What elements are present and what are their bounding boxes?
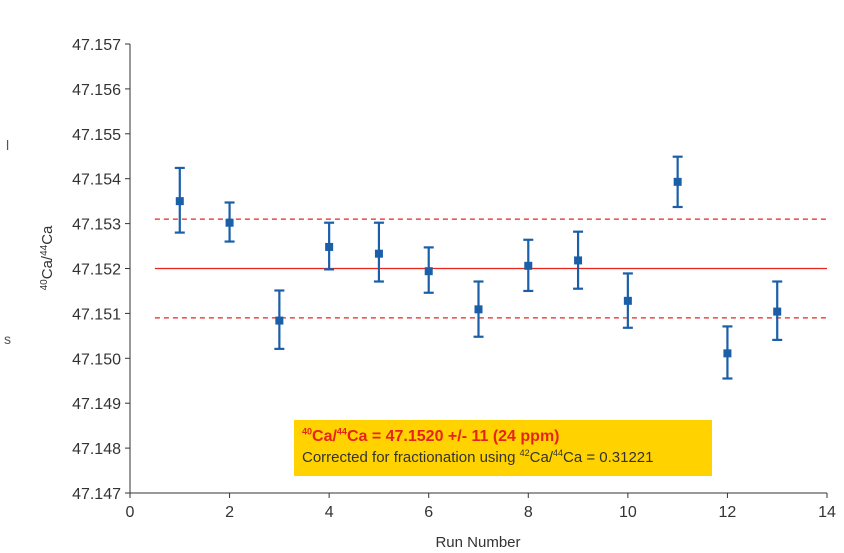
annotation-note-pre: Corrected for fractionation using	[302, 449, 520, 466]
y-tick-label: 47.149	[72, 396, 121, 413]
x-axis-title: Run Number	[435, 534, 520, 551]
margin-fragment-2: s	[4, 331, 11, 347]
y-tick-label: 47.155	[72, 127, 121, 144]
data-point	[623, 296, 632, 305]
annotation-result-base1: Ca/	[312, 428, 337, 445]
data-point	[723, 349, 732, 358]
annotation-result: 40Ca/44Ca = 47.1520 +/- 11 (24 ppm)	[302, 426, 704, 447]
data-point	[773, 307, 782, 316]
annotation-result-base2: Ca = 47.1520 +/- 11 (24 ppm)	[346, 428, 560, 445]
x-tick-label: 12	[719, 504, 737, 521]
y-tick-label: 47.150	[72, 351, 121, 368]
x-tick-label: 14	[818, 504, 836, 521]
x-tick-label: 10	[619, 504, 637, 521]
data-point	[275, 316, 284, 325]
annotation-note: Corrected for fractionation using 42Ca/4…	[302, 447, 704, 468]
data-point	[175, 197, 184, 206]
y-tick-label: 47.153	[72, 217, 121, 234]
data-point	[574, 256, 583, 265]
x-tick-label: 2	[225, 504, 234, 521]
y-axis-title-base2: Ca	[39, 225, 56, 245]
data-point	[325, 242, 334, 251]
annotation-note-base1: Ca/	[529, 449, 553, 466]
y-axis-title: 40Ca/44Ca	[39, 225, 56, 290]
x-tick-label: 4	[325, 504, 334, 521]
data-point	[524, 261, 533, 270]
annotation-result-sup1: 40	[302, 426, 313, 437]
y-tick-label: 47.152	[72, 262, 121, 279]
x-tick-label: 6	[424, 504, 433, 521]
annotation-box: 40Ca/44Ca = 47.1520 +/- 11 (24 ppm) Corr…	[294, 420, 712, 476]
y-tick-label: 47.151	[72, 306, 121, 323]
y-tick-label: 47.157	[72, 37, 121, 54]
x-tick-label: 8	[524, 504, 533, 521]
y-axis-title-base1: Ca/	[39, 255, 56, 279]
annotation-result-sup2: 44	[336, 426, 347, 437]
y-tick-label: 47.148	[72, 441, 121, 458]
data-point	[225, 218, 234, 227]
annotation-note-sup1: 42	[519, 448, 530, 458]
annotation-note-sup2: 44	[552, 448, 563, 458]
data-point	[474, 305, 483, 314]
y-tick-label: 47.147	[72, 486, 121, 503]
y-tick-label: 47.154	[72, 172, 121, 189]
y-axis-title-sup1: 40	[39, 279, 50, 291]
annotation-note-base2: Ca = 0.31221	[563, 449, 654, 466]
y-tick-label: 47.156	[72, 82, 121, 99]
margin-fragment-1: l	[6, 137, 9, 153]
data-point	[424, 267, 433, 276]
plot-area: 47.157 47.156 47.155 47.154 47.153 47.152 47.1…	[72, 37, 836, 521]
x-tick-label: 0	[126, 504, 135, 521]
data-point	[673, 177, 682, 186]
y-axis-title-sup2: 44	[39, 244, 50, 256]
data-point	[374, 249, 383, 258]
